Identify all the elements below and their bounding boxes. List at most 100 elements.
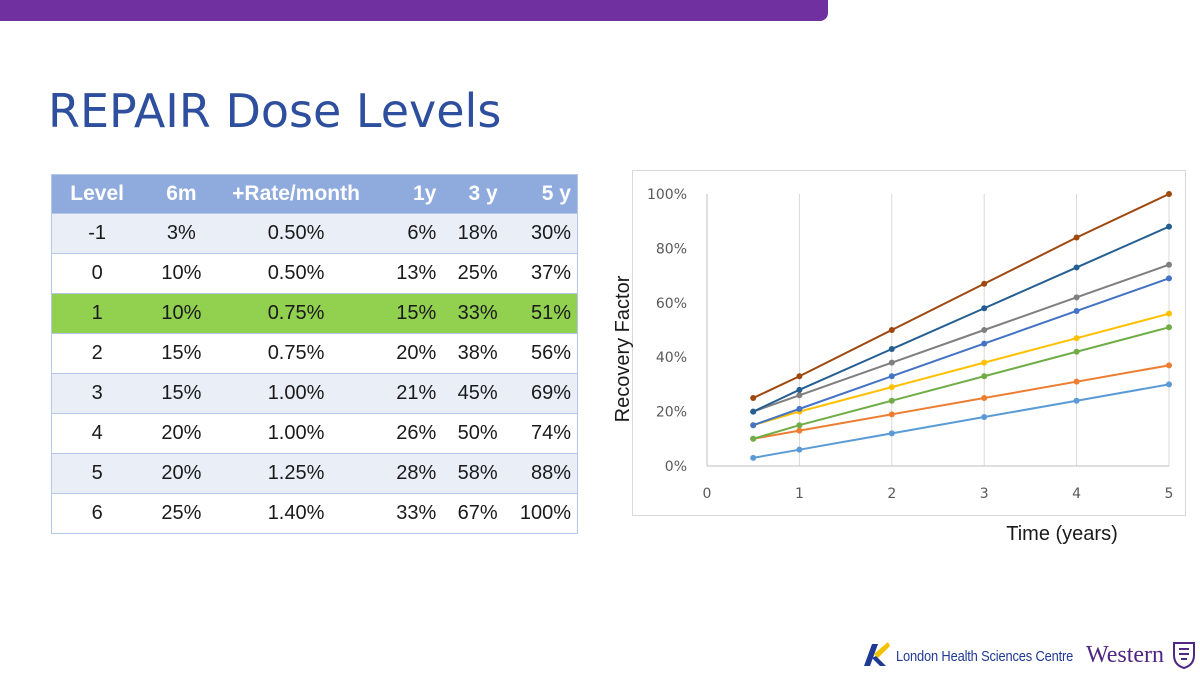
cell-3y: 33% bbox=[442, 293, 504, 334]
series-line bbox=[752, 193, 1170, 399]
table-row-highlighted: 1 10% 0.75% 15% 33% 51% bbox=[51, 293, 578, 334]
cell-3y: 67% bbox=[442, 493, 504, 534]
cell-6m: 3% bbox=[142, 213, 221, 254]
series-line bbox=[752, 326, 1170, 440]
y-axis-label: Recovery Factor bbox=[612, 275, 634, 422]
data-point bbox=[796, 405, 803, 412]
cell-level: 4 bbox=[51, 413, 143, 454]
header-1y: 1y bbox=[371, 174, 443, 214]
cell-5y: 69% bbox=[503, 373, 578, 414]
chart-area bbox=[632, 170, 1186, 516]
table-header-row: Level 6m +Rate/month 1y 3 y 5 y bbox=[51, 174, 578, 214]
data-point bbox=[888, 327, 895, 333]
cell-rate: 0.50% bbox=[220, 213, 372, 254]
cell-level: 6 bbox=[51, 493, 143, 534]
top-accent-bar bbox=[0, 0, 828, 21]
data-point bbox=[796, 386, 803, 393]
cell-rate: 1.00% bbox=[220, 373, 372, 414]
x-tick-label: 3 bbox=[980, 486, 989, 502]
cell-5y: 37% bbox=[503, 253, 578, 294]
cell-rate: 1.00% bbox=[220, 413, 372, 454]
data-point bbox=[1166, 275, 1172, 282]
series-0 bbox=[750, 381, 1172, 461]
y-tick-label: 80% bbox=[656, 241, 687, 257]
cell-5y: 74% bbox=[503, 413, 578, 454]
y-tick-label: 20% bbox=[656, 405, 687, 421]
cell-6m: 10% bbox=[142, 293, 221, 334]
western-crest-icon bbox=[1173, 642, 1195, 669]
data-point bbox=[796, 427, 803, 434]
header-6m: 6m bbox=[142, 174, 221, 214]
data-point bbox=[981, 280, 988, 287]
x-tick-label: 4 bbox=[1072, 486, 1081, 502]
data-point bbox=[888, 384, 895, 391]
data-point bbox=[1073, 335, 1080, 342]
data-point bbox=[888, 373, 895, 380]
cell-level: 5 bbox=[51, 453, 143, 494]
series-7 bbox=[750, 191, 1172, 401]
cell-1y: 15% bbox=[371, 293, 443, 334]
data-point bbox=[1166, 362, 1172, 369]
series-line bbox=[752, 225, 1170, 413]
data-point bbox=[1073, 264, 1080, 271]
table-row: 5 20% 1.25% 28% 58% 88% bbox=[51, 453, 578, 494]
lhsc-logo-text: London Health Sciences Centre bbox=[896, 648, 1074, 665]
data-point bbox=[1073, 348, 1080, 355]
data-point bbox=[796, 422, 803, 429]
dose-levels-table: Level 6m +Rate/month 1y 3 y 5 y -1 3% 0.… bbox=[51, 174, 578, 534]
chart-series bbox=[750, 191, 1172, 461]
cell-1y: 13% bbox=[371, 253, 443, 294]
cell-5y: 30% bbox=[503, 213, 578, 254]
cell-level: 2 bbox=[51, 333, 143, 374]
data-point bbox=[1166, 381, 1172, 388]
header-rate-month: +Rate/month bbox=[220, 174, 372, 214]
cell-rate: 1.40% bbox=[220, 493, 372, 534]
data-point bbox=[981, 395, 988, 401]
cell-rate: 0.75% bbox=[220, 333, 372, 374]
cell-1y: 21% bbox=[371, 373, 443, 414]
cell-rate: 0.50% bbox=[220, 253, 372, 294]
data-point bbox=[1073, 307, 1080, 314]
series-6 bbox=[750, 223, 1172, 415]
cell-3y: 25% bbox=[442, 253, 504, 294]
table-row: -1 3% 0.50% 6% 18% 30% bbox=[51, 213, 578, 254]
data-point bbox=[750, 395, 757, 401]
x-tick-label: 0 bbox=[703, 486, 712, 502]
cell-1y: 26% bbox=[371, 413, 443, 454]
series-5 bbox=[750, 261, 1172, 415]
cell-3y: 38% bbox=[442, 333, 504, 374]
cell-1y: 6% bbox=[371, 213, 443, 254]
data-point bbox=[981, 414, 988, 421]
series-4 bbox=[750, 275, 1172, 429]
cell-level: 0 bbox=[51, 253, 143, 294]
data-point bbox=[1073, 378, 1080, 385]
cell-3y: 50% bbox=[442, 413, 504, 454]
data-point bbox=[750, 454, 757, 461]
data-point bbox=[796, 392, 803, 399]
series-3 bbox=[750, 310, 1172, 429]
data-point bbox=[750, 435, 757, 442]
cell-6m: 20% bbox=[142, 413, 221, 454]
series-line bbox=[752, 263, 1170, 413]
data-point bbox=[888, 359, 895, 366]
table-row: 2 15% 0.75% 20% 38% 56% bbox=[51, 333, 578, 374]
cell-6m: 15% bbox=[142, 333, 221, 374]
table-row: 0 10% 0.50% 13% 25% 37% bbox=[51, 253, 578, 294]
x-tick-label: 1 bbox=[795, 486, 804, 502]
cell-5y: 51% bbox=[503, 293, 578, 334]
x-tick-label: 5 bbox=[1165, 486, 1174, 502]
series-2 bbox=[750, 324, 1172, 442]
data-point bbox=[981, 373, 988, 380]
cell-6m: 10% bbox=[142, 253, 221, 294]
data-point bbox=[1166, 223, 1172, 230]
data-point bbox=[1073, 234, 1080, 241]
y-tick-label: 40% bbox=[656, 350, 687, 366]
x-tick-label: 2 bbox=[887, 486, 896, 502]
data-point bbox=[1073, 294, 1080, 301]
data-point bbox=[888, 346, 895, 353]
data-point bbox=[981, 359, 988, 366]
data-point bbox=[1166, 310, 1172, 317]
cell-3y: 18% bbox=[442, 213, 504, 254]
chart-ticks: 0 1 2 3 4 5 0% 20% 40% 60% 80% 100% bbox=[647, 187, 1173, 502]
